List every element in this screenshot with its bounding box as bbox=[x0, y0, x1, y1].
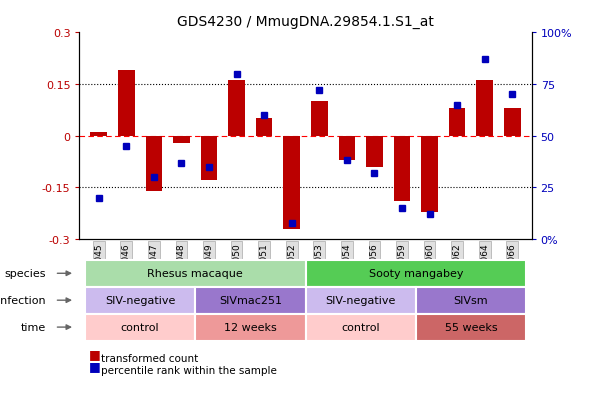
Bar bbox=[306, 287, 415, 314]
Bar bbox=[196, 314, 306, 341]
Bar bbox=[90, 133, 107, 136]
Bar bbox=[306, 260, 526, 287]
Bar bbox=[477, 81, 493, 136]
Text: control: control bbox=[121, 322, 159, 332]
Text: time: time bbox=[20, 322, 46, 332]
Bar bbox=[145, 136, 162, 191]
Text: species: species bbox=[4, 268, 46, 279]
Bar bbox=[196, 287, 306, 314]
Bar bbox=[422, 136, 438, 212]
Bar bbox=[201, 136, 218, 181]
Text: control: control bbox=[342, 322, 380, 332]
Text: 55 weeks: 55 weeks bbox=[445, 322, 497, 332]
Bar bbox=[449, 109, 466, 136]
Title: GDS4230 / MmugDNA.29854.1.S1_at: GDS4230 / MmugDNA.29854.1.S1_at bbox=[177, 15, 434, 29]
Bar bbox=[284, 136, 300, 229]
Text: infection: infection bbox=[0, 295, 46, 306]
Bar bbox=[85, 260, 306, 287]
Bar bbox=[256, 119, 273, 136]
Text: 12 weeks: 12 weeks bbox=[224, 322, 277, 332]
Text: SIV-negative: SIV-negative bbox=[326, 295, 396, 306]
Bar bbox=[393, 136, 410, 202]
Bar bbox=[85, 287, 196, 314]
Text: SIV-negative: SIV-negative bbox=[105, 295, 175, 306]
Bar bbox=[338, 136, 355, 160]
Bar bbox=[311, 102, 327, 136]
Text: ■: ■ bbox=[89, 347, 100, 360]
Bar bbox=[85, 314, 196, 341]
Text: ■: ■ bbox=[89, 360, 100, 373]
Bar bbox=[366, 136, 382, 167]
Text: Rhesus macaque: Rhesus macaque bbox=[147, 268, 243, 279]
Text: SIVmac251: SIVmac251 bbox=[219, 295, 282, 306]
Text: Sooty mangabey: Sooty mangabey bbox=[368, 268, 463, 279]
Bar bbox=[118, 71, 134, 136]
Text: percentile rank within the sample: percentile rank within the sample bbox=[101, 366, 277, 375]
Bar bbox=[415, 287, 526, 314]
Text: SIVsm: SIVsm bbox=[453, 295, 488, 306]
Bar bbox=[173, 136, 189, 143]
Bar bbox=[306, 314, 415, 341]
Bar bbox=[415, 314, 526, 341]
Bar bbox=[229, 81, 245, 136]
Text: transformed count: transformed count bbox=[101, 353, 198, 363]
Bar bbox=[504, 109, 521, 136]
